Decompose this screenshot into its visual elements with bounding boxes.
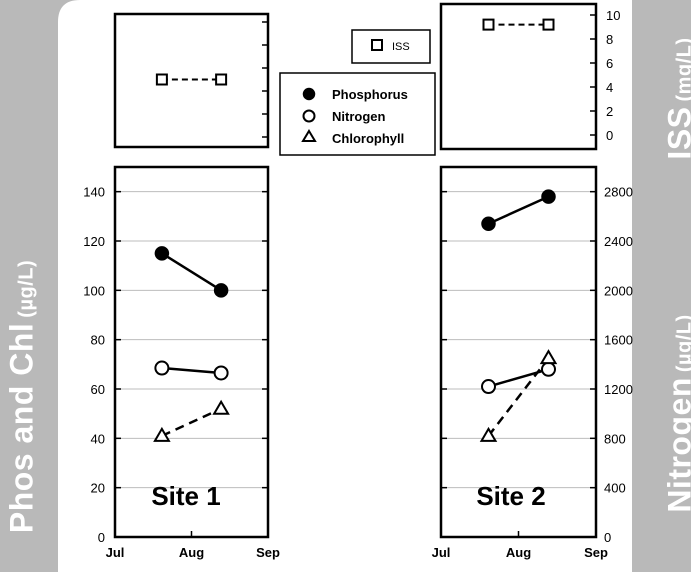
phosphorus-point — [154, 246, 170, 261]
y-tick-label: 0 — [606, 128, 613, 143]
site-1-label: Site 1 — [151, 481, 220, 511]
y-tick-label: 0 — [604, 530, 611, 545]
y-tick-label: 140 — [83, 185, 105, 200]
legend-phosphorus-marker — [302, 87, 316, 101]
legend-phosphorus-label: Phosphorus — [332, 87, 408, 102]
legend-chlorophyll-marker — [301, 129, 317, 142]
y-tick-label: 2400 — [604, 234, 633, 249]
x-tick-label: Aug — [179, 545, 204, 560]
chlorophyll-line — [487, 357, 550, 437]
site-2-label: Site 2 — [476, 481, 545, 511]
y-tick-label: 800 — [604, 431, 626, 446]
phosphorus-point — [481, 216, 496, 231]
iss-legend-frame — [351, 29, 431, 64]
site-2-iss-panel: 0 2 4 6 8 10 — [439, 2, 620, 151]
phosphorus-line — [161, 252, 222, 292]
y-tick-label: 20 — [91, 481, 105, 496]
y-tick-label: 40 — [91, 431, 105, 446]
y-tick-label: 2 — [606, 104, 613, 119]
nitrogen-point — [154, 360, 170, 376]
chlorophyll-point — [153, 426, 171, 442]
y-tick-label: 1200 — [604, 382, 633, 397]
iss-legend-marker — [371, 39, 383, 51]
legend-nitrogen-marker — [302, 109, 316, 123]
right-axis-title-top-unit: (mg/L) — [673, 37, 691, 102]
x-tick-label: Aug — [506, 545, 531, 560]
right-axis-title-top: ISS (mg/L) — [662, 9, 691, 189]
phosphorus-point — [213, 283, 229, 298]
y-tick-label: 400 — [604, 481, 626, 496]
left-axis-title-main: Phos and Chl — [3, 322, 40, 534]
iss-legend: ISS — [351, 29, 431, 64]
site-1-iss-frame — [113, 12, 270, 149]
legend-chlorophyll-label: Chlorophyll — [332, 131, 404, 146]
iss-point — [155, 73, 168, 86]
chlorophyll-point — [539, 349, 558, 365]
site-1-main-panel: 0 20 40 60 80 100 120 140 Jul Aug Sep Site 1 — [83, 165, 280, 560]
y-tick-label: 2800 — [604, 185, 633, 200]
y-tick-label: 0 — [98, 530, 105, 545]
y-tick-label: 120 — [83, 234, 105, 249]
main-legend: Phosphorus Nitrogen Chlorophyll — [279, 72, 436, 156]
y-tick-label: 8 — [606, 32, 613, 47]
y-tick-label: 6 — [606, 56, 613, 71]
chlorophyll-point — [479, 426, 498, 442]
right-axis-title-bottom-unit: (µg/L) — [673, 314, 691, 373]
phosphorus-point — [541, 189, 556, 204]
y-tick-label: 100 — [83, 283, 105, 298]
chlorophyll-point — [212, 399, 230, 415]
site-2-iss-frame — [439, 2, 598, 151]
x-tick-label: Jul — [106, 545, 125, 560]
site-2-main-panel: 0 400 800 1200 1600 2000 2400 2800 Jul Aug Sep Sit… — [432, 165, 633, 560]
iss-point — [482, 18, 495, 31]
y-tick-label: 4 — [606, 80, 613, 95]
left-axis-title: Phos and Chl (µg/L) — [4, 247, 41, 547]
right-axis-title-bottom: Nitrogen (µg/L) — [662, 296, 691, 532]
chlorophyll-line — [161, 407, 222, 438]
iss-point — [542, 18, 555, 31]
site-1-iss-panel — [113, 12, 270, 149]
y-tick-label: 10 — [606, 8, 620, 23]
phosphorus-line — [487, 195, 550, 225]
x-tick-label: Sep — [584, 545, 608, 560]
y-tick-label: 60 — [91, 382, 105, 397]
left-axis-title-unit: (µg/L) — [15, 259, 38, 318]
iss-point — [215, 73, 228, 86]
nitrogen-point — [213, 365, 229, 381]
y-tick-label: 2000 — [604, 283, 633, 298]
y-tick-label: 1600 — [604, 333, 633, 348]
right-axis-title-bottom-main: Nitrogen — [661, 377, 691, 513]
x-tick-label: Jul — [432, 545, 451, 560]
legend-nitrogen-label: Nitrogen — [332, 109, 386, 124]
x-tick-label: Sep — [256, 545, 280, 560]
right-axis-title-top-main: ISS — [661, 106, 691, 160]
nitrogen-line — [161, 366, 222, 375]
iss-legend-label: ISS — [392, 41, 410, 53]
y-tick-label: 80 — [91, 333, 105, 348]
nitrogen-point — [481, 379, 496, 395]
